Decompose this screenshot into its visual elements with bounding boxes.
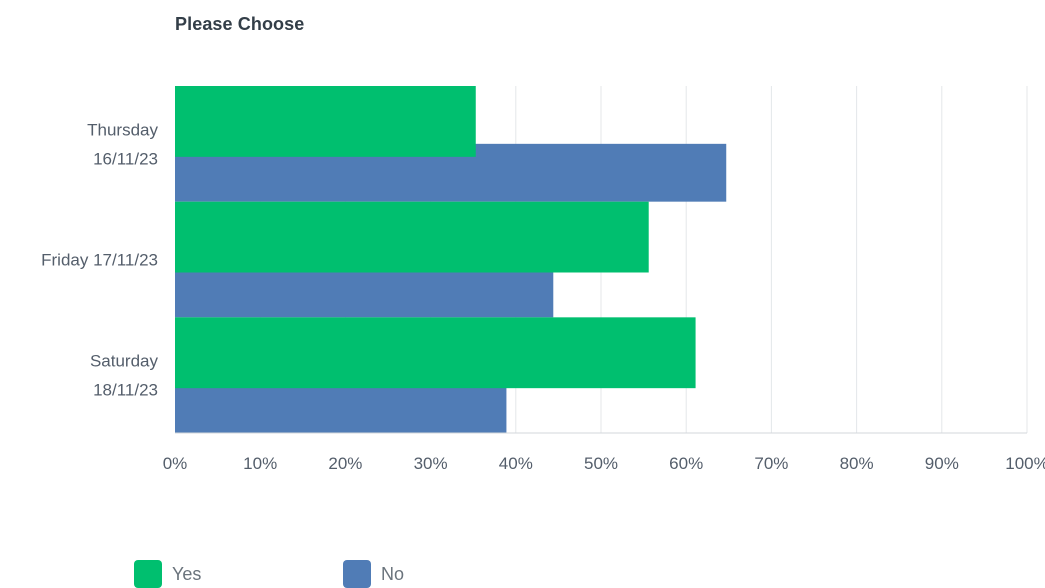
- x-tick-label: 10%: [243, 454, 277, 473]
- x-tick-label: 70%: [754, 454, 788, 473]
- x-tick-label: 90%: [925, 454, 959, 473]
- y-axis: Thursday 16/11/23 Friday 17/11/23 Saturday 1…: [41, 120, 158, 399]
- bar-chart: 0% 10% 20% 30% 40% 50% 60% 70% 80% 90% 100% Thursd…: [41, 86, 1045, 473]
- bar-yes[interactable]: [175, 201, 649, 273]
- legend-label-yes: Yes: [172, 563, 202, 584]
- x-tick-label: 30%: [414, 454, 448, 473]
- bar-yes[interactable]: [175, 86, 476, 157]
- category-label: Friday 17/11/23: [41, 251, 158, 270]
- legend-item-yes[interactable]: Yes: [134, 560, 201, 588]
- legend-label-no: No: [381, 563, 405, 584]
- x-tick-label: 60%: [669, 454, 703, 473]
- x-tick-label: 20%: [328, 454, 362, 473]
- x-axis: 0% 10% 20% 30% 40% 50% 60% 70% 80% 90% 100%: [163, 432, 1045, 473]
- x-tick-label: 40%: [499, 454, 533, 473]
- x-tick-label: 0%: [163, 454, 188, 473]
- category-label: Saturday 18/11/23: [90, 352, 159, 400]
- x-tick-label: 80%: [840, 454, 874, 473]
- legend-swatch-yes: [134, 560, 162, 588]
- category-label: Thursday 16/11/23: [87, 120, 158, 168]
- legend-item-no[interactable]: No: [343, 560, 404, 588]
- legend-swatch-no: [343, 560, 371, 588]
- bar-yes[interactable]: [175, 317, 696, 389]
- x-tick-label: 100%: [1005, 454, 1045, 473]
- x-tick-label: 50%: [584, 454, 618, 473]
- bars: [175, 86, 727, 433]
- chart-title: Please Choose: [175, 14, 305, 34]
